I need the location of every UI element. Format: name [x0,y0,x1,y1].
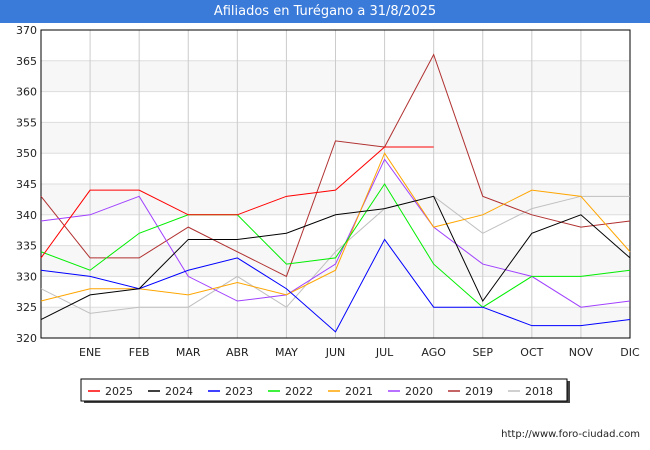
x-tick-label: NOV [569,346,594,359]
y-tick-label: 350 [16,147,37,160]
x-tick-label: MAR [176,346,201,359]
legend-label-2020: 2020 [405,385,433,398]
legend-label-2019: 2019 [465,385,493,398]
legend-label-2018: 2018 [525,385,553,398]
y-tick-label: 355 [16,116,37,129]
x-tick-label: ENE [79,346,101,359]
legend-label-2025: 2025 [105,385,133,398]
y-tick-label: 365 [16,55,37,68]
y-tick-label: 325 [16,301,37,314]
x-tick-label: JUL [375,346,394,359]
series-line-2022 [40,183,631,308]
x-tick-label: FEB [129,346,150,359]
x-tick-label: OCT [520,346,543,359]
legend-label-2024: 2024 [165,385,193,398]
x-tick-label: JUN [325,346,346,359]
source-url[interactable]: http://www.foro-ciudad.com [501,429,640,440]
legend-label-2022: 2022 [285,385,313,398]
y-tick-label: 330 [16,270,37,283]
legend [80,378,568,402]
x-tick-label: AGO [421,346,446,359]
x-tick-label: ABR [226,346,249,359]
x-tick-label: SEP [472,346,493,359]
legend-label-2021: 2021 [345,385,373,398]
legend-label-2023: 2023 [225,385,253,398]
series-line-2019 [40,53,631,278]
y-tick-label: 360 [16,86,37,99]
plot-frame [40,29,631,339]
y-tick-label: 345 [16,178,37,191]
series-line-2018 [40,195,630,314]
x-tick-label: MAY [275,346,298,359]
x-tick-label: DIC [620,346,640,359]
y-tick-label: 320 [16,332,37,345]
y-tick-label: 370 [16,24,37,37]
series-line-2024 [40,195,631,320]
series-line-2025 [40,146,434,259]
y-tick-label: 335 [16,240,37,253]
chart-title: Afiliados en Turégano a 31/8/2025 [0,0,650,23]
y-tick-label: 340 [16,209,37,222]
